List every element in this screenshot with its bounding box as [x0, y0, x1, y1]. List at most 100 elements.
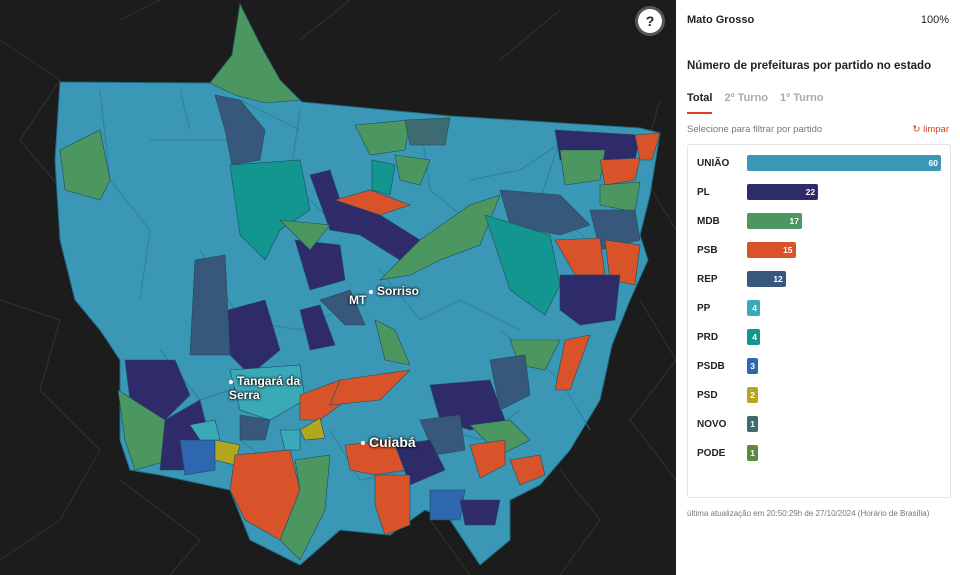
party-name: NOVO: [697, 418, 727, 430]
region-pl[interactable]: [299, 304, 336, 351]
party-row-mdb[interactable]: MDB 17: [688, 212, 950, 230]
region-psb[interactable]: [374, 474, 411, 536]
filter-hint: Selecione para filtrar por partido: [687, 124, 823, 135]
region-psb[interactable]: [554, 334, 591, 391]
party-count: 22: [805, 187, 816, 197]
region-mdb[interactable]: [374, 319, 411, 366]
party-name: PSD: [697, 389, 718, 401]
region-pl[interactable]: [559, 274, 621, 326]
party-row-psd[interactable]: PSD 2: [688, 386, 950, 404]
region-pp[interactable]: [229, 364, 306, 421]
party-bar[interactable]: 4: [747, 329, 760, 345]
party-row-prd[interactable]: PRD 4: [688, 328, 950, 346]
tab-second-round[interactable]: 2º Turno: [724, 92, 769, 104]
region-psb[interactable]: [604, 239, 641, 286]
region-psb[interactable]: [599, 157, 641, 186]
region-pp[interactable]: [279, 429, 301, 451]
party-bar[interactable]: 12: [747, 271, 786, 287]
party-row-psdb[interactable]: PSDB 3: [688, 357, 950, 375]
region-pl[interactable]: [459, 499, 501, 526]
region-psb[interactable]: [344, 439, 406, 476]
panel-header: Mato Grosso 100%: [687, 14, 949, 26]
state-name: Mato Grosso: [687, 14, 755, 26]
round-tabs: Total 2º Turno 1º Turno: [687, 92, 824, 114]
tab-first-round[interactable]: 1º Turno: [780, 92, 824, 104]
region-pp[interactable]: [189, 419, 221, 441]
party-bar[interactable]: 60: [747, 155, 941, 171]
city-label-cuiaba: Cuiabá: [361, 434, 416, 450]
region-psb[interactable]: [333, 189, 411, 216]
party-name: PSB: [697, 244, 718, 256]
region-mdb[interactable]: [279, 219, 331, 251]
region-novo[interactable]: [404, 117, 451, 146]
region-mdb[interactable]: [354, 119, 411, 156]
election-map[interactable]: Sorriso MT Tangará da Serra Cuiabá ?: [0, 0, 676, 575]
help-button[interactable]: ?: [638, 9, 662, 33]
party-bar[interactable]: 15: [747, 242, 796, 258]
filter-row: Selecione para filtrar por partido ↻ lim…: [687, 124, 949, 135]
party-count: 15: [783, 245, 793, 255]
party-bar[interactable]: 1: [747, 416, 758, 432]
region-prd[interactable]: [229, 159, 311, 261]
region-rep[interactable]: [214, 94, 266, 166]
tab-total[interactable]: Total: [687, 92, 713, 114]
region-psdb[interactable]: [429, 489, 466, 521]
party-bar[interactable]: 22: [747, 184, 819, 200]
region-mdb[interactable]: [279, 454, 331, 561]
refresh-icon: ↻: [912, 124, 921, 135]
region-mdb[interactable]: [59, 129, 111, 201]
region-prd[interactable]: [371, 159, 396, 196]
clear-filter-button[interactable]: ↻ limpar: [913, 124, 949, 135]
party-count: 1: [750, 448, 755, 458]
party-name: PRD: [697, 331, 719, 343]
party-bar[interactable]: 4: [747, 300, 760, 316]
region-psb[interactable]: [469, 439, 506, 479]
region-psdb[interactable]: [179, 439, 216, 476]
region-pl[interactable]: [227, 299, 281, 376]
party-bar[interactable]: 2: [747, 387, 758, 403]
region-mdb[interactable]: [379, 194, 501, 281]
party-row-pode[interactable]: PODE 1: [688, 444, 950, 462]
city-label-sorriso: Sorriso: [369, 284, 419, 298]
side-panel: Mato Grosso 100% Número de prefeituras p…: [676, 0, 960, 575]
map-svg[interactable]: [0, 0, 676, 575]
region-mdb[interactable]: [117, 389, 171, 471]
party-row-pl[interactable]: PL 22: [688, 183, 950, 201]
region-pl[interactable]: [394, 439, 446, 486]
region-psb[interactable]: [634, 132, 661, 161]
clear-label: limpar: [923, 124, 949, 135]
region-prd[interactable]: [484, 214, 561, 316]
region-rep[interactable]: [489, 354, 531, 411]
region-psb[interactable]: [509, 454, 546, 486]
region-psb[interactable]: [329, 369, 411, 406]
region-mdb[interactable]: [209, 3, 301, 104]
region-rep[interactable]: [319, 289, 366, 326]
party-row-psb[interactable]: PSB 15: [688, 241, 950, 259]
party-count: 4: [752, 303, 757, 313]
region-psd[interactable]: [299, 417, 326, 441]
party-row-pp[interactable]: PP 4: [688, 299, 950, 317]
region-rep[interactable]: [239, 414, 271, 441]
region-rep[interactable]: [499, 189, 591, 236]
city-label-tangara: Tangará da Serra: [229, 374, 301, 402]
party-row-novo[interactable]: NOVO 1: [688, 415, 950, 433]
region-mdb[interactable]: [394, 154, 431, 186]
party-row-união[interactable]: UNIÃO 60: [688, 154, 950, 172]
region-rep[interactable]: [589, 209, 641, 251]
party-bar[interactable]: 3: [747, 358, 758, 374]
party-count: 60: [928, 158, 938, 168]
party-bar-chart: UNIÃO 60 PL 22 MDB 17 PSB 15 REP 12 PP 4 PRD 4 PSDB 3 PS…: [687, 144, 951, 498]
region-mdb[interactable]: [559, 149, 606, 186]
party-bar[interactable]: 17: [747, 213, 802, 229]
party-count: 1: [750, 419, 755, 429]
party-name: PSDB: [697, 360, 725, 372]
last-update: última atualização em 20:50:29h de 27/10…: [687, 509, 930, 518]
party-name: MDB: [697, 215, 720, 227]
region-rep[interactable]: [189, 254, 231, 356]
party-bar[interactable]: 1: [747, 445, 758, 461]
region-pl[interactable]: [294, 239, 346, 291]
party-count: 17: [789, 216, 799, 226]
party-row-rep[interactable]: REP 12: [688, 270, 950, 288]
party-name: PODE: [697, 447, 726, 459]
party-name: PP: [697, 302, 711, 314]
